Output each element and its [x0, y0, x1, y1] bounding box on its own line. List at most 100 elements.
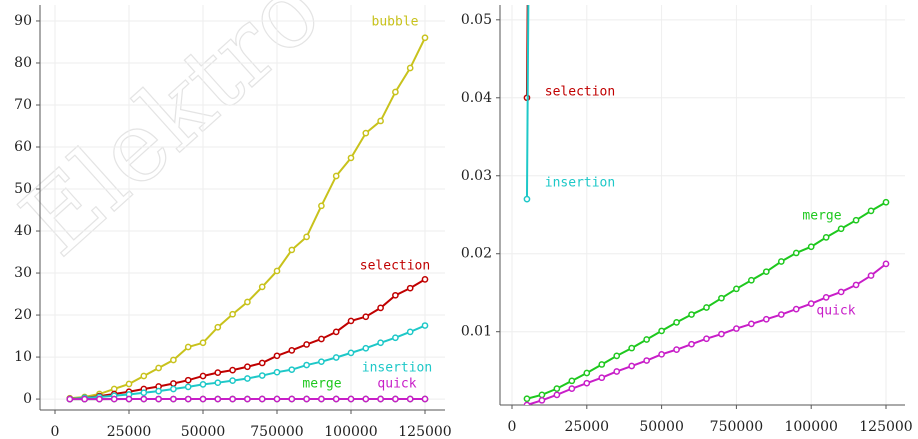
data-point — [273, 395, 281, 403]
data-point — [199, 372, 207, 380]
data-point — [882, 260, 890, 268]
data-point — [598, 361, 606, 368]
series-line — [525, 5, 529, 98]
data-point — [421, 34, 429, 42]
data-point — [837, 288, 845, 296]
data-point — [852, 216, 860, 224]
data-point — [214, 323, 222, 331]
data-point — [362, 344, 370, 352]
data-point — [583, 369, 591, 377]
x-tick-label: 750000 — [710, 419, 763, 435]
y-tick-label: 0.02 — [461, 246, 492, 262]
data-point — [347, 349, 355, 357]
data-point — [184, 395, 192, 403]
data-point — [110, 395, 118, 403]
data-point — [273, 368, 281, 376]
data-point — [553, 385, 561, 392]
data-point — [718, 294, 725, 302]
data-point — [392, 88, 399, 96]
y-tick-label: 0.03 — [461, 168, 492, 184]
y-tick-label: 50 — [14, 181, 32, 197]
data-point — [362, 395, 370, 403]
y-tick-label: 60 — [14, 139, 32, 155]
data-point — [214, 395, 222, 403]
x-tick-label: 100000 — [324, 424, 377, 439]
y-tick-label: 0.05 — [461, 12, 492, 28]
data-point — [792, 249, 800, 257]
data-point — [244, 363, 251, 371]
data-point — [568, 385, 576, 392]
series-line — [525, 5, 530, 200]
data-point — [673, 346, 680, 353]
data-point — [229, 366, 236, 374]
data-point — [688, 340, 695, 348]
data-point — [583, 379, 591, 387]
data-point — [258, 372, 266, 379]
data-point — [673, 318, 680, 326]
data-point — [688, 311, 695, 318]
data-point — [229, 377, 236, 384]
x-tick-label: 0 — [508, 419, 517, 435]
data-point — [406, 395, 414, 403]
data-point — [140, 395, 148, 403]
series-label: quick — [377, 377, 416, 392]
data-point — [184, 376, 192, 384]
data-point — [288, 395, 296, 403]
data-point — [347, 317, 355, 325]
data-point — [777, 311, 785, 318]
data-point — [658, 350, 665, 358]
data-point — [822, 234, 830, 241]
data-point — [377, 339, 384, 347]
data-point — [170, 356, 177, 364]
x-tick-label: 25000 — [107, 424, 152, 439]
data-point — [421, 275, 429, 283]
data-point — [229, 310, 236, 318]
data-point — [288, 346, 296, 354]
y-tick-label: 90 — [14, 13, 32, 29]
data-point — [613, 352, 621, 360]
data-point — [347, 395, 355, 403]
data-point — [377, 395, 384, 403]
data-point — [318, 335, 325, 343]
data-point — [792, 305, 800, 313]
data-point — [703, 335, 710, 343]
data-point — [96, 395, 103, 403]
data-point — [332, 395, 340, 403]
data-point — [81, 395, 88, 403]
series-line — [526, 201, 887, 400]
series-label: merge — [302, 377, 341, 392]
data-point — [273, 267, 281, 275]
data-point — [303, 395, 310, 403]
data-point — [392, 395, 399, 403]
y-tick-label: 30 — [14, 265, 32, 281]
data-point — [523, 395, 531, 403]
data-point — [613, 368, 621, 375]
data-point — [258, 283, 266, 291]
data-point — [553, 391, 561, 399]
data-point — [170, 380, 177, 387]
data-point — [733, 285, 740, 293]
data-point — [288, 366, 296, 374]
data-point — [807, 243, 815, 251]
x-tick-label: 25000 — [565, 419, 610, 435]
data-point — [392, 291, 399, 299]
data-point — [628, 344, 636, 352]
data-point — [703, 304, 710, 311]
data-point — [214, 369, 222, 376]
data-point — [170, 395, 177, 403]
data-point — [229, 395, 236, 403]
x-tick-label: 100000 — [784, 419, 837, 435]
data-point — [377, 117, 384, 125]
data-point — [332, 328, 340, 336]
data-point — [748, 276, 755, 284]
data-point — [332, 354, 340, 361]
data-point — [140, 372, 148, 380]
y-tick-label: 20 — [14, 307, 32, 323]
series-label: merge — [802, 209, 841, 224]
x-tick-label: 125000 — [859, 419, 912, 435]
data-point — [318, 395, 325, 403]
data-point — [155, 395, 162, 403]
data-point — [628, 362, 636, 370]
plot-area — [66, 34, 429, 403]
data-point — [347, 154, 355, 162]
